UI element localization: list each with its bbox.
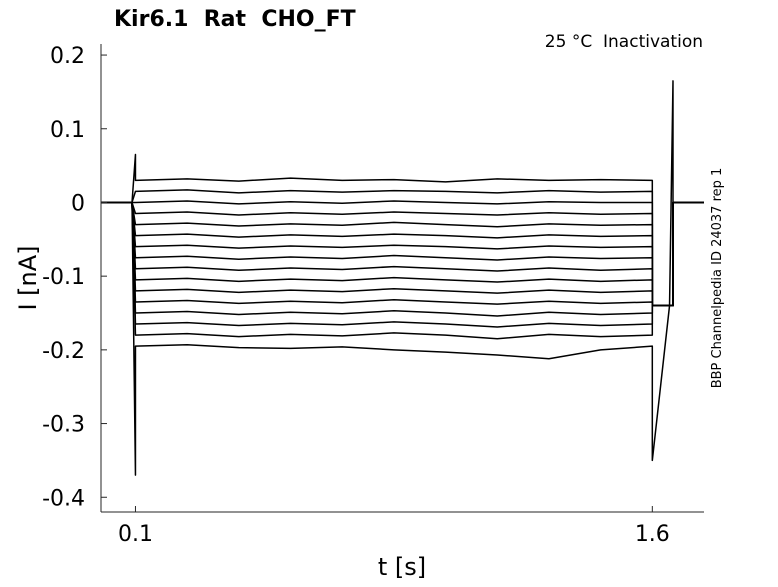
y-tick-label: -0.1 — [42, 265, 85, 290]
trace — [101, 80, 704, 307]
x-tick-label: 0.1 — [118, 522, 153, 547]
chart-title: Kir6.1 Rat CHO_FT — [114, 7, 356, 32]
trace — [101, 201, 704, 476]
y-tick-label: 0.1 — [50, 118, 85, 143]
y-tick-label: 0.2 — [50, 44, 85, 69]
trace — [101, 201, 704, 307]
annotation: 25 °C Inactivation — [545, 32, 703, 52]
y-tick-label: -0.2 — [42, 339, 85, 364]
trace — [101, 201, 704, 317]
side-note: BBP Channelpedia ID 24037 rep 1 — [710, 168, 725, 389]
y-tick-label: 0 — [71, 191, 85, 216]
x-axis-label: t [s] — [378, 553, 426, 581]
x-tick-label: 1.6 — [635, 522, 670, 547]
trace — [101, 201, 704, 328]
plot-area: 0.2 0.1 0 -0.1 -0.2 -0.3 -0.4 0.1 1.6 — [42, 44, 704, 547]
y-tick-label: -0.4 — [42, 486, 85, 511]
y-axis-label: I [nA] — [14, 245, 42, 310]
y-tick-label: -0.3 — [42, 413, 85, 438]
